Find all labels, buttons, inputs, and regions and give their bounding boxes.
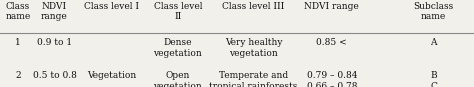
- Text: NDVI range: NDVI range: [304, 2, 359, 11]
- Text: 0.85 <: 0.85 <: [317, 38, 347, 47]
- Text: Class
name: Class name: [5, 2, 31, 21]
- Text: Class level
II: Class level II: [154, 2, 202, 21]
- Text: Class level III: Class level III: [222, 2, 285, 11]
- Text: A: A: [430, 38, 437, 47]
- Text: 0.79 – 0.84
0.66 – 0.78
0.51 – 0.65: 0.79 – 0.84 0.66 – 0.78 0.51 – 0.65: [306, 71, 357, 87]
- Text: 1: 1: [15, 38, 21, 47]
- Text: Very healthy
vegetation: Very healthy vegetation: [225, 38, 283, 58]
- Text: Vegetation: Vegetation: [87, 71, 136, 80]
- Text: Class level I: Class level I: [84, 2, 139, 11]
- Text: 0.5 to 0.8: 0.5 to 0.8: [33, 71, 76, 80]
- Text: B
C
D: B C D: [430, 71, 438, 87]
- Text: Subclass
name: Subclass name: [414, 2, 454, 21]
- Text: NDVI
range: NDVI range: [41, 2, 68, 21]
- Text: 2: 2: [15, 71, 21, 80]
- Text: Dense
vegetation: Dense vegetation: [154, 38, 202, 58]
- Text: Temperate and
tropical rainforests: Temperate and tropical rainforests: [210, 71, 298, 87]
- Text: 0.9 to 1: 0.9 to 1: [37, 38, 72, 47]
- Text: Open
vegetation: Open vegetation: [154, 71, 202, 87]
